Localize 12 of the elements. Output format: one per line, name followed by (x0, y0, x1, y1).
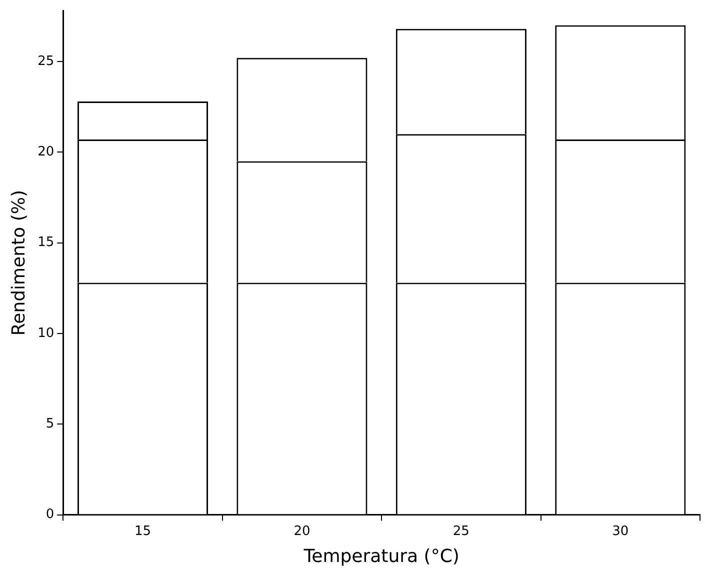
x-tick-label: 15 (134, 524, 152, 539)
y-axis-title: Rendimento (%) (8, 190, 30, 336)
x-tick-label: 25 (452, 524, 470, 539)
y-tick-label: 10 (38, 326, 54, 341)
x-tick-label: 20 (294, 524, 310, 539)
x-axis-title: Temperatura (°C) (302, 546, 460, 567)
x-tick-label: 30 (612, 524, 629, 539)
y-tick-label: 20 (38, 144, 54, 160)
y-tick-label: 0 (46, 507, 54, 522)
y-tick-label: 15 (38, 235, 54, 250)
y-tick-label: 5 (46, 416, 54, 432)
y-tick-label: 25 (38, 54, 54, 69)
